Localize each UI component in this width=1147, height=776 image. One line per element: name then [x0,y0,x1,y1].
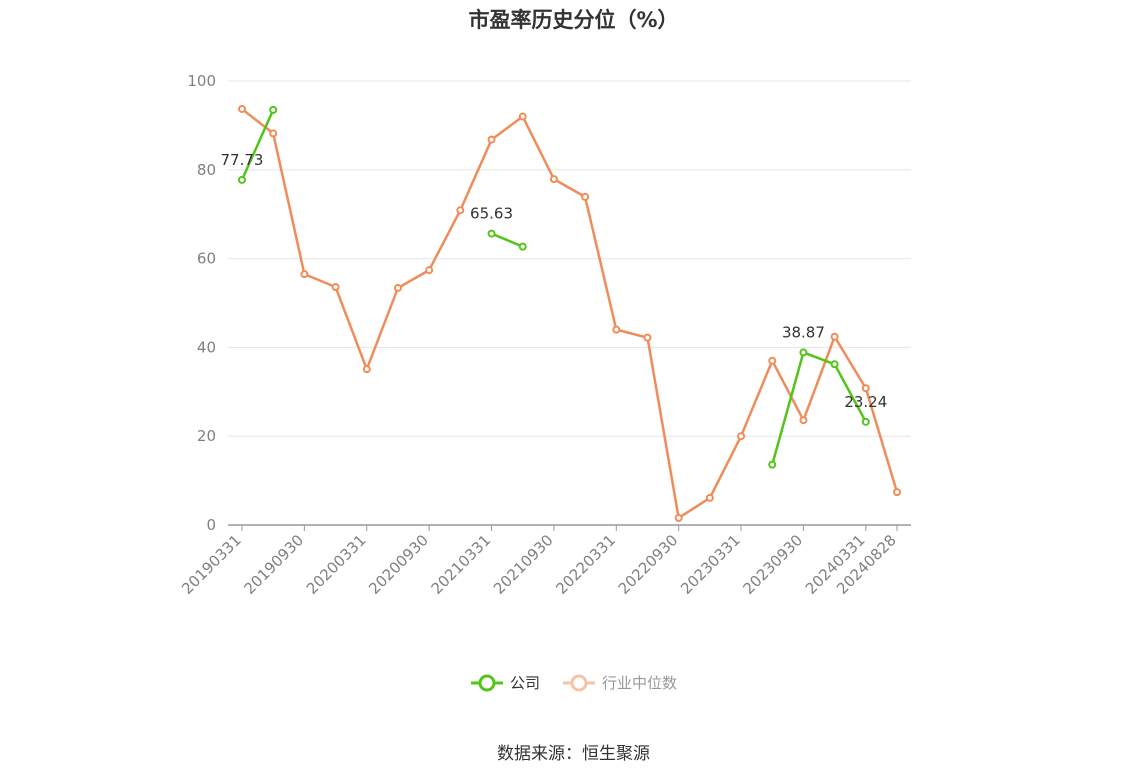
legend-item-industry[interactable]: 行业中位数 [562,672,677,693]
data-point-company [238,175,246,184]
data-point-industry [300,270,309,279]
x-tick-label: 20220331 [552,531,619,598]
x-tick-label: 20200930 [365,531,432,598]
series-line-company [770,351,868,466]
data-point-industry [456,206,465,215]
series-line-industry [240,107,899,520]
data-source: 数据来源：恒生聚源 [497,744,650,764]
data-point-industry [487,135,496,144]
data-point-industry [674,513,683,522]
data-point-industry [362,365,371,374]
data-point-industry [238,104,246,113]
data-point-industry [643,333,652,342]
y-tick-label: 0 [206,516,216,534]
data-label: 77.73 [221,151,264,169]
data-point-company [861,417,870,426]
series-line-company [240,108,275,182]
chart-legend: 公司 行业中位数 [0,672,1147,693]
data-point-company [768,460,777,469]
x-tick-label: 20220930 [615,531,682,598]
y-tick-label: 40 [197,338,216,356]
y-tick-label: 20 [197,427,216,445]
data-point-industry [269,129,278,138]
data-point-company [487,229,496,238]
x-tick-label: 20230930 [740,531,807,598]
data-point-industry [518,112,527,121]
data-point-industry [393,283,402,292]
legend-label-industry: 行业中位数 [602,674,678,692]
x-tick-label: 20230331 [677,531,744,598]
data-point-company [518,242,527,251]
data-label: 38.87 [782,323,825,341]
data-label: 65.63 [470,205,513,223]
chart-title: 市盈率历史分位（%） [468,8,679,32]
x-tick-label: 20190331 [178,531,245,598]
x-tick-label: 20210930 [490,531,557,598]
data-label: 23.24 [844,393,887,411]
data-point-industry [705,493,714,502]
line-chart: 0 20 40 60 80 100 2019033120190930202003312020… [178,72,911,598]
data-point-industry [612,325,621,334]
data-point-industry [581,192,590,201]
y-tick-label: 80 [197,161,216,179]
data-point-industry [830,332,839,341]
x-tick-label: 20200331 [303,531,370,598]
data-point-industry [861,384,870,393]
data-point-industry [893,488,901,497]
x-tick-label: 20210331 [428,531,495,598]
legend-label-company: 公司 [509,674,540,692]
data-point-industry [768,356,777,365]
series-line-company [490,232,524,248]
legend-marker-industry [563,674,595,691]
data-point-industry [549,175,558,184]
data-point-industry [425,266,434,275]
data-point-company [830,360,839,369]
data-point-industry [737,432,746,441]
legend-item-company[interactable]: 公司 [470,672,540,693]
y-tick-label: 60 [197,250,216,268]
legend-marker-company [470,674,503,691]
x-tick-label: 20190930 [240,531,307,598]
data-point-industry [331,283,340,292]
data-point-company [269,105,278,114]
y-tick-label: 100 [187,72,216,90]
data-point-industry [799,416,808,425]
data-point-company [799,348,808,357]
